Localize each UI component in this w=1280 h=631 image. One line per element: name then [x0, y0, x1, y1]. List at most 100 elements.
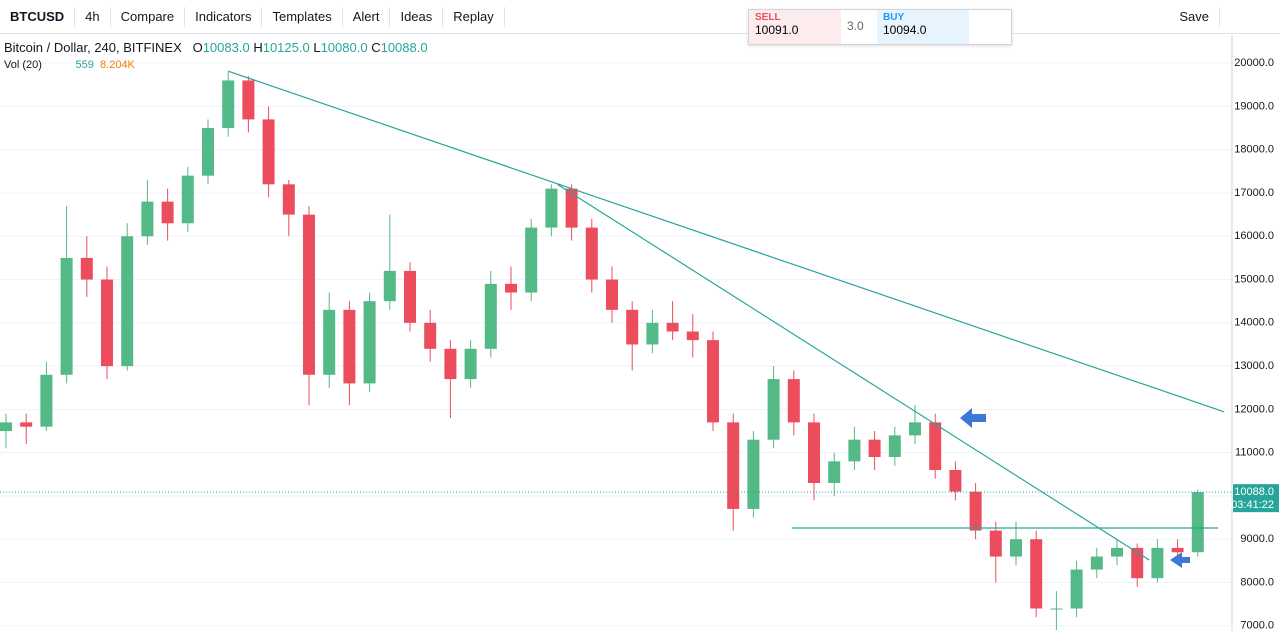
- candle-body: [505, 283, 517, 293]
- y-tick-label: 9000.0: [1240, 533, 1274, 545]
- candle-body: [383, 270, 396, 302]
- y-tick-label: 8000.0: [1240, 576, 1274, 588]
- candle-body: [121, 236, 134, 367]
- l-label: L: [313, 40, 321, 55]
- candle-body: [1030, 539, 1043, 609]
- candle-body: [484, 283, 497, 349]
- toolbar-button[interactable]: Alert: [343, 6, 391, 27]
- candle-body: [202, 128, 214, 176]
- candle-body: [646, 322, 659, 345]
- candle-body: [101, 279, 113, 367]
- last-price-label: 10088.0: [1234, 486, 1274, 498]
- candle-body: [181, 175, 194, 224]
- toolbar-button[interactable]: Replay: [443, 6, 505, 27]
- toolbar-button[interactable]: Indicators: [185, 6, 263, 27]
- buy-button[interactable]: BUY 10094.0: [877, 10, 969, 44]
- y-tick-label: 15000.0: [1234, 273, 1274, 285]
- candle-body: [989, 530, 1002, 557]
- volume-ma: 8.204K: [100, 59, 135, 71]
- toolbar: BTCUSD 4h Compare Indicators Templates A…: [0, 0, 1280, 34]
- buy-label: BUY: [883, 12, 905, 23]
- y-tick-label: 17000.0: [1234, 187, 1274, 199]
- toolbar-button[interactable]: Ideas: [390, 6, 444, 27]
- buy-price: 10094.0: [883, 23, 927, 37]
- candle-body: [565, 188, 578, 228]
- y-tick-label: 13000.0: [1234, 360, 1274, 372]
- spread: 3.0: [847, 19, 864, 33]
- y-tick-label: 16000.0: [1234, 230, 1274, 242]
- price-axis: [1232, 35, 1280, 631]
- toolbar-button[interactable]: Templates: [262, 6, 343, 27]
- candle-body: [828, 461, 841, 483]
- toolbar-button[interactable]: Compare: [111, 6, 186, 27]
- candle-body: [282, 184, 295, 215]
- h-value: 10125.0: [262, 40, 310, 55]
- candle-body: [323, 309, 336, 375]
- candle-body: [303, 214, 315, 375]
- save-button[interactable]: Save: [1169, 6, 1220, 27]
- candle-body: [606, 279, 618, 310]
- candle-body: [222, 80, 235, 129]
- candle-body: [969, 491, 982, 531]
- candle-body: [1151, 547, 1164, 579]
- candle-body: [1111, 547, 1123, 557]
- arrow: [960, 408, 986, 428]
- y-tick-label: 14000.0: [1234, 317, 1274, 329]
- candle-body: [525, 227, 538, 293]
- candle-body: [1131, 547, 1144, 579]
- candle-body: [626, 309, 639, 345]
- candle-body: [404, 270, 416, 323]
- candle-body: [727, 422, 740, 509]
- candle-body: [444, 348, 457, 380]
- sell-button[interactable]: SELL 10091.0: [749, 10, 841, 44]
- h-label: H: [253, 40, 263, 55]
- candle-body: [161, 201, 174, 224]
- volume-value: 559: [75, 59, 94, 71]
- candle-body: [787, 379, 800, 423]
- candle-body: [363, 301, 376, 384]
- candle-body: [545, 188, 558, 228]
- sell-price: 10091.0: [755, 23, 799, 37]
- legend-row: Vol (20) 559 8.204K: [4, 59, 428, 71]
- candle-body: [262, 119, 275, 185]
- candle-body: [20, 422, 33, 427]
- candle-body: [888, 435, 901, 458]
- candle-body: [868, 439, 881, 458]
- candle-body: [808, 422, 820, 483]
- candle-body: [1010, 539, 1022, 557]
- y-tick-label: 20000.0: [1234, 57, 1274, 69]
- candle-body: [1090, 556, 1103, 570]
- candle-body: [424, 322, 437, 349]
- candle-body: [848, 439, 861, 462]
- candle-body: [464, 348, 477, 380]
- candle-body: [80, 257, 93, 280]
- candle-body: [929, 422, 942, 470]
- candle-body: [767, 379, 780, 440]
- c-value: 10088.0: [380, 40, 428, 55]
- candle-body: [1070, 569, 1083, 609]
- symbol[interactable]: BTCUSD: [0, 6, 76, 27]
- candle-body: [707, 340, 719, 423]
- candle-body: [1050, 608, 1063, 610]
- c-label: C: [371, 40, 381, 55]
- volume-name: Vol (20): [4, 59, 42, 71]
- candle-body: [343, 309, 356, 384]
- o-value: 10083.0: [202, 40, 250, 55]
- candle-body: [1191, 492, 1204, 553]
- series-title: Bitcoin / Dollar, 240, BITFINEX: [4, 40, 182, 55]
- sell-label: SELL: [755, 12, 781, 23]
- legend: Bitcoin / Dollar, 240, BITFINEX O10083.0…: [4, 40, 428, 71]
- candle-body: [0, 422, 12, 432]
- candle-body: [242, 80, 255, 120]
- trade-panel: SELL 10091.0 3.0 BUY 10094.0: [748, 9, 1012, 45]
- candle-body: [60, 257, 73, 375]
- y-tick-label: 12000.0: [1234, 403, 1274, 415]
- interval[interactable]: 4h: [75, 6, 111, 27]
- candle-body: [141, 201, 154, 237]
- candle-body: [40, 374, 53, 427]
- arrow: [1170, 552, 1190, 568]
- candle-body: [909, 422, 921, 436]
- countdown: 03:41:22: [1231, 499, 1274, 511]
